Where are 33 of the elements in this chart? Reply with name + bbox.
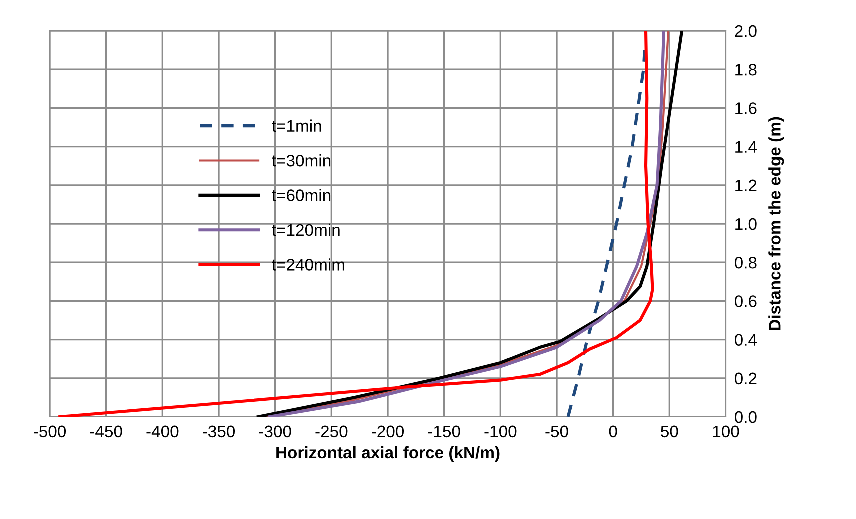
x-tick-label: -150 bbox=[428, 426, 460, 438]
y-tick-label: 1.4 bbox=[736, 141, 758, 153]
y-tick-label: 1.2 bbox=[736, 180, 757, 192]
x-tick-label: -100 bbox=[484, 426, 517, 438]
y-tick-label: 1.8 bbox=[736, 64, 757, 76]
x-tick-label: -50 bbox=[546, 426, 568, 438]
x-tick-label: -450 bbox=[90, 426, 122, 438]
y-axis-title: Distance from the edge (m) bbox=[768, 117, 784, 330]
y-tick-label: 2.0 bbox=[735, 25, 757, 38]
legend-label: t=30min bbox=[272, 154, 331, 167]
legend-label: t=1min bbox=[272, 120, 322, 132]
x-tick-label: 50 bbox=[661, 426, 678, 438]
x-tick-label: -500 bbox=[34, 426, 66, 438]
legend-label: t=240mim bbox=[272, 258, 344, 271]
line-series bbox=[566, 48, 646, 417]
x-tick-label: 0 bbox=[609, 426, 618, 438]
legend-label: t=60min bbox=[272, 189, 331, 202]
y-tick-label: 1.0 bbox=[736, 218, 757, 230]
y-tick-label: 0.8 bbox=[734, 257, 757, 269]
y-tick-label: 1.6 bbox=[736, 102, 757, 114]
x-axis-title: Horizontal axial force (kN/m) bbox=[276, 446, 500, 462]
x-tick-label: -400 bbox=[146, 426, 179, 438]
y-tick-label: 0.6 bbox=[734, 296, 757, 308]
x-tick-label: 100 bbox=[713, 426, 740, 438]
y-tick-label: 0.2 bbox=[734, 372, 757, 385]
y-tick-label: 0.0 bbox=[734, 411, 757, 424]
x-tick-label: -300 bbox=[259, 426, 292, 438]
x-tick-label: -350 bbox=[203, 426, 236, 438]
line-series bbox=[58, 31, 654, 417]
x-tick-label: -200 bbox=[372, 426, 404, 438]
legend-label: t=120min bbox=[272, 224, 340, 236]
y-tick-label: 0.4 bbox=[734, 334, 758, 346]
x-tick-label: -250 bbox=[316, 426, 348, 438]
